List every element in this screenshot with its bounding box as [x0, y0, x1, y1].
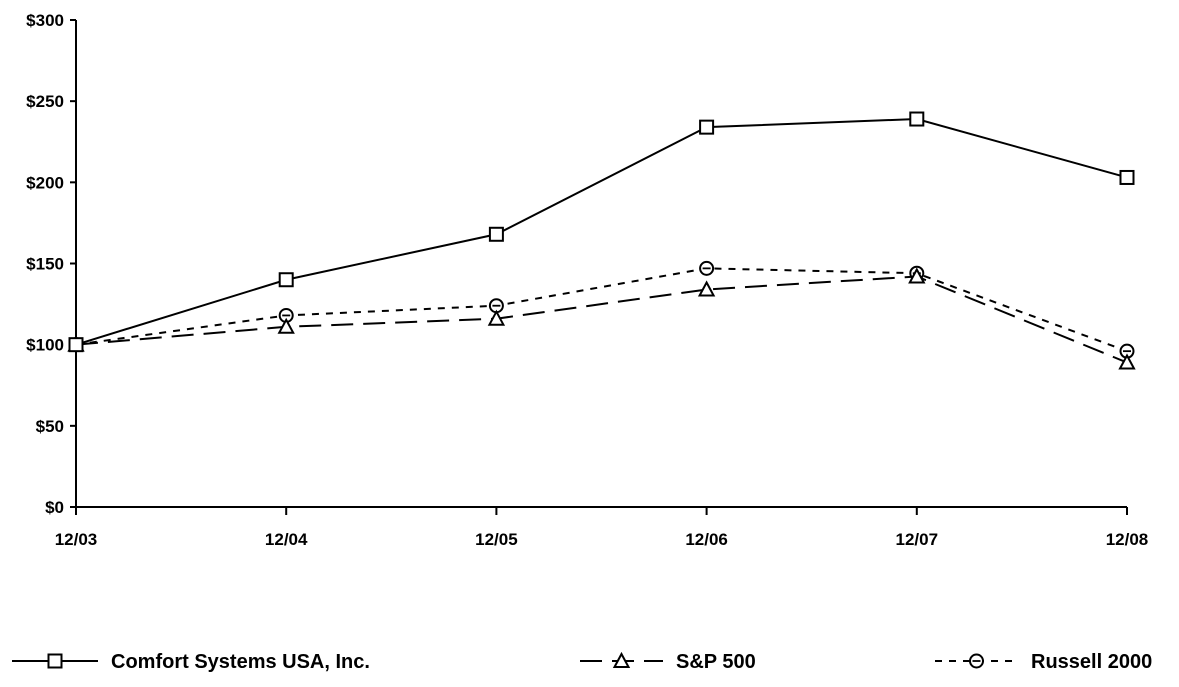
data-point-marker [488, 298, 504, 314]
legend: Comfort Systems USA, Inc. S&P 500 Russell … [12, 651, 1152, 673]
y-tick-label: $250 [26, 92, 64, 111]
x-tick-label: 12/04 [265, 530, 308, 549]
legend-marker-icon [969, 653, 984, 669]
data-point-marker [68, 337, 84, 353]
data-point-marker [488, 226, 504, 242]
legend-item: Comfort Systems USA, Inc. [12, 651, 370, 673]
axes: $0 $50 $100 $150 $200 $250 $300 12/03 12/04 12/05… [26, 11, 1148, 549]
data-point-marker [277, 317, 295, 334]
legend-label: S&P 500 [676, 651, 756, 673]
series-line [75, 267, 1128, 353]
y-tick-label: $0 [45, 498, 64, 517]
legend-item: Russell 2000 [935, 651, 1152, 673]
y-tick-label: $100 [26, 336, 64, 355]
legend-label: Russell 2000 [1031, 651, 1152, 673]
legend-label: Comfort Systems USA, Inc. [111, 651, 370, 673]
data-point-marker [699, 119, 715, 135]
x-tick-label: 12/06 [685, 530, 728, 549]
data-point-marker [699, 260, 715, 276]
series-line [75, 118, 1128, 346]
x-tick-label: 12/08 [1106, 530, 1149, 549]
series-russell-2000 [68, 260, 1135, 359]
data-point-marker [1118, 353, 1136, 370]
data-point-marker [909, 111, 925, 127]
x-tick-label: 12/07 [896, 530, 939, 549]
x-tick-label: 12/03 [55, 530, 98, 549]
y-tick-label: $200 [26, 173, 64, 192]
series-s-p-500 [67, 267, 1136, 370]
y-tick-label: $150 [26, 255, 64, 274]
y-tick-label: $300 [26, 11, 64, 30]
data-point-marker [278, 272, 294, 288]
legend-item: S&P 500 [580, 651, 756, 673]
y-tick-label: $50 [36, 417, 64, 436]
x-tick-label: 12/05 [475, 530, 518, 549]
data-point-marker [908, 267, 926, 284]
legend-marker-icon [47, 653, 63, 669]
series-line [75, 275, 1128, 364]
series-comfort-systems-usa-inc [68, 111, 1135, 353]
legend-marker-icon [612, 651, 631, 668]
series-layer [67, 111, 1136, 370]
data-point-marker [697, 280, 716, 297]
data-point-marker [487, 309, 506, 326]
data-point-marker [1119, 169, 1135, 185]
